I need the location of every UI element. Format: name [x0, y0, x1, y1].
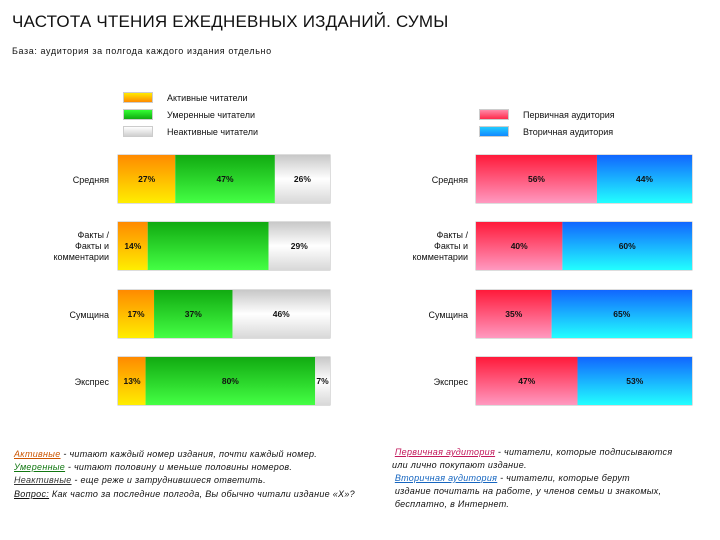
bar-segment-inactive	[315, 357, 330, 405]
row-label-right-3: Экспрес	[433, 377, 468, 387]
legend-active: Активные читатели	[123, 92, 247, 103]
bar-segment-active	[118, 155, 176, 203]
note-active-term: Активные	[14, 449, 61, 459]
note-primary-term: Первичная аудитория	[394, 447, 496, 457]
data-label-inactive: 29%	[291, 241, 308, 251]
legend-label-active: Активные читатели	[167, 92, 248, 103]
note-secondary-cont: издание почитать на работе, у членов сем…	[392, 485, 714, 498]
row-label-left-0: Средняя	[72, 175, 109, 185]
note-primary-text: - читатели, которые подписываются	[495, 447, 673, 457]
data-label-active: 17%	[128, 309, 145, 319]
note-secondary-cont2: бесплатно, в Интернет.	[392, 498, 714, 511]
data-label-active: 27%	[138, 174, 155, 184]
bar-segment-secondary	[596, 155, 692, 203]
bar-segment-inactive	[232, 290, 330, 338]
bar-segment-active	[118, 357, 146, 405]
data-label-inactive: 26%	[294, 174, 311, 184]
note-active: Активные - читают каждый номер издания, …	[14, 448, 374, 461]
row-label-left-2: Сумщина	[69, 310, 110, 320]
data-label-active: 13%	[123, 376, 140, 386]
bar-segment-primary	[476, 357, 578, 405]
notes-right: Первичная аудитория - читатели, которые …	[392, 446, 714, 511]
legend-inactive: Неактивные читатели	[123, 126, 258, 137]
legend-secondary: Вторичная аудитория	[479, 126, 613, 137]
data-label-inactive: 46%	[273, 309, 290, 319]
legend-swatch-inactive	[123, 126, 153, 137]
bar-segment-secondary	[562, 222, 692, 270]
legend-label-moderate: Умеренные читатели	[167, 109, 255, 120]
data-label-secondary: 65%	[613, 309, 630, 319]
legend-swatch-moderate	[123, 109, 153, 120]
bar-segment-moderate	[147, 222, 269, 270]
bar-segment-moderate	[175, 155, 275, 203]
data-label-secondary: 44%	[636, 174, 653, 184]
data-label-moderate: 47%	[217, 174, 234, 184]
note-secondary-text: - читатели, которые берут	[497, 473, 630, 483]
row-label-left-1: Факты / Факты и комментарии	[53, 230, 109, 262]
bar-segment-secondary	[551, 290, 692, 338]
notes-left: Активные - читают каждый номер издания, …	[14, 448, 374, 501]
bar-segment-inactive	[274, 155, 330, 203]
chart-audience-type: 56% 44% 40% 60% 35% 65% 47% 53%	[475, 154, 693, 406]
note-secondary: Вторичная аудитория - читатели, которые …	[392, 472, 714, 485]
note-secondary-cont-text: издание почитать на работе, у членов сем…	[394, 486, 662, 496]
bar-segment-active	[118, 290, 155, 338]
data-label-moderate: 37%	[185, 309, 202, 319]
bar-segment-primary	[476, 222, 563, 270]
legend-primary: Первичная аудитория	[479, 109, 615, 120]
base-note: База: аудитория за полгода каждого издан…	[12, 46, 272, 56]
note-primary: Первичная аудитория - читатели, которые …	[392, 446, 714, 459]
bar-segment-secondary	[577, 357, 692, 405]
note-moderate: Умеренные - читают половину и меньше пол…	[14, 461, 374, 474]
note-active-text: - читают каждый номер издания, почти каж…	[60, 449, 318, 459]
note-moderate-term: Умеренные	[14, 462, 66, 472]
data-label-primary: 56%	[528, 174, 545, 184]
row-label-right-2: Сумщина	[428, 310, 469, 320]
note-inactive-term: Неактивные	[14, 475, 72, 485]
bar-segment-moderate	[145, 357, 316, 405]
note-question: Вопрос: Как часто за последние полгода, …	[14, 488, 374, 501]
legend-label-inactive: Неактивные читатели	[167, 126, 258, 137]
data-label-active: 14%	[124, 241, 141, 251]
data-label-moderate: 80%	[222, 376, 239, 386]
data-label-secondary: 60%	[619, 241, 636, 251]
note-inactive: Неактивные - еще реже и затруднившиеся о…	[14, 474, 374, 487]
bar-segment-active	[118, 222, 148, 270]
bar-segment-inactive	[268, 222, 330, 270]
chart-reading-frequency: 27% 47% 26% 14% 29% 17% 37% 46% 13% 80% 7%	[117, 154, 331, 406]
legend-label-primary: Первичная аудитория	[523, 109, 615, 120]
bar-segment-moderate	[154, 290, 233, 338]
note-question-term: Вопрос:	[14, 489, 50, 499]
data-label-primary: 47%	[518, 376, 535, 386]
bar-segment-primary	[476, 155, 597, 203]
page-title: ЧАСТОТА ЧТЕНИЯ ЕЖЕДНЕВНЫХ ИЗДАНИЙ. СУМЫ	[12, 12, 449, 31]
bar-segment-primary	[476, 290, 552, 338]
data-label-primary: 40%	[511, 241, 528, 251]
data-label-inactive: 7%	[316, 376, 329, 386]
data-label-primary: 35%	[505, 309, 522, 319]
legend-swatch-primary	[479, 109, 509, 120]
note-primary-cont: или лично покупают издание.	[392, 460, 527, 470]
row-label-left-3: Экспрес	[74, 377, 109, 387]
note-question-text: Как часто за последние полгода, Вы обычн…	[49, 489, 355, 499]
note-inactive-text: - еще реже и затруднившиеся ответить.	[71, 475, 266, 485]
note-secondary-term: Вторичная аудитория	[394, 473, 498, 483]
legend-swatch-secondary	[479, 126, 509, 137]
legend-label-secondary: Вторичная аудитория	[523, 126, 614, 137]
data-label-secondary: 53%	[626, 376, 643, 386]
note-moderate-text: - читают половину и меньше половины номе…	[65, 462, 293, 472]
note-secondary-cont2-text: бесплатно, в Интернет.	[394, 499, 510, 509]
row-label-right-0: Средняя	[431, 175, 468, 185]
legend-swatch-active	[123, 92, 153, 103]
legend-moderate: Умеренные читатели	[123, 109, 255, 120]
row-label-right-1: Факты / Факты и комментарии	[412, 230, 468, 262]
